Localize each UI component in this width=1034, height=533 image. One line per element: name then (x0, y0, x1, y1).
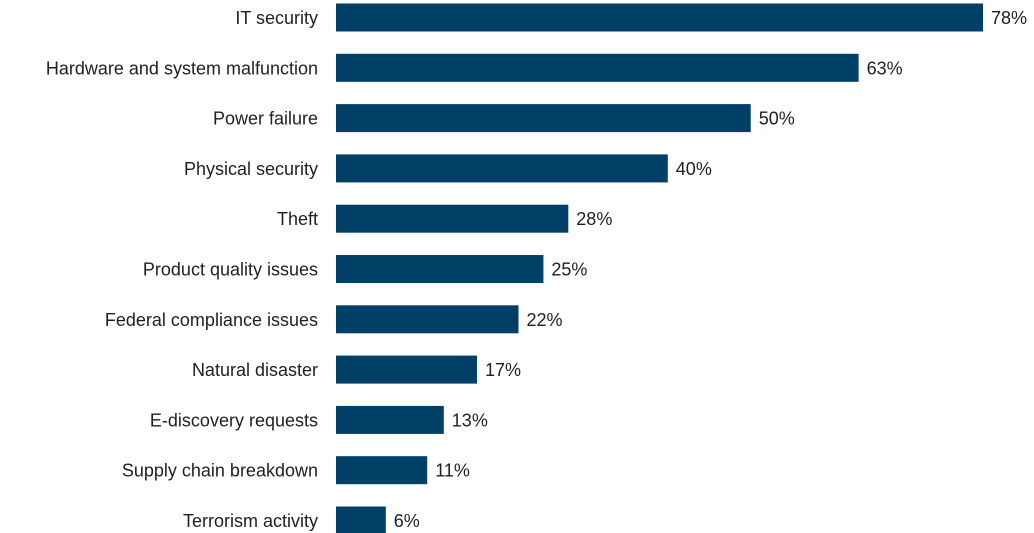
bar-federal-compliance-issues (336, 305, 519, 334)
category-label: Natural disaster (192, 360, 318, 380)
bar-terrorism-activity (336, 506, 386, 533)
bar-natural-disaster (336, 355, 477, 384)
value-label: 17% (485, 360, 521, 380)
category-label: E-discovery requests (150, 410, 318, 430)
value-label: 40% (676, 159, 712, 179)
category-label: Product quality issues (143, 260, 318, 280)
bar-supply-chain-breakdown (336, 456, 428, 485)
bar-it-security (336, 3, 983, 32)
category-label: Terrorism activity (183, 511, 318, 531)
category-label: Power failure (213, 109, 318, 129)
bar-theft (336, 204, 569, 233)
bar-physical-security (336, 154, 668, 183)
value-label: 28% (576, 209, 612, 229)
value-label: 22% (527, 310, 563, 330)
bar-e-discovery-requests (336, 405, 444, 434)
value-label: 25% (551, 260, 587, 280)
category-label: Theft (277, 209, 318, 229)
bar-product-quality-issues (336, 255, 544, 283)
value-labels-layer: 78% 63% 50% 40% 28% 25% 22% 17% 13% 11% 6% (394, 8, 1027, 531)
value-label: 13% (452, 410, 488, 430)
category-label: IT security (235, 8, 318, 28)
category-label: Physical security (184, 159, 318, 179)
value-label: 6% (394, 511, 420, 531)
bars-layer (336, 3, 983, 533)
value-label: 50% (759, 109, 795, 129)
value-label: 78% (991, 8, 1027, 28)
category-label: Hardware and system malfunction (46, 58, 318, 78)
bar-hardware-and-system-malfunction (336, 53, 859, 82)
value-label: 11% (435, 461, 470, 481)
category-label: Federal compliance issues (105, 310, 318, 330)
category-label: Supply chain breakdown (122, 461, 318, 481)
bar-power-failure (336, 104, 751, 133)
value-label: 63% (867, 58, 903, 78)
category-labels-layer: IT security Hardware and system malfuncti… (46, 8, 318, 531)
